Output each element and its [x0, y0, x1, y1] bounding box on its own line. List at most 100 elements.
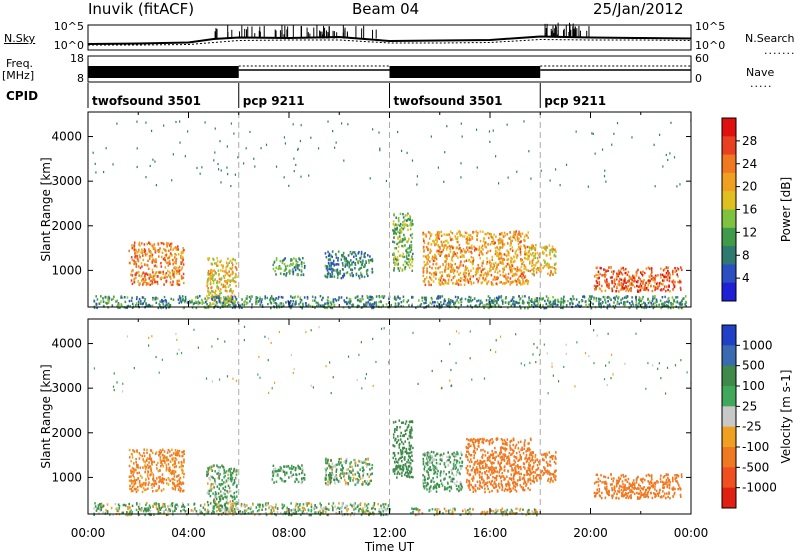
power-cell	[524, 265, 527, 269]
power-colorbar-cell	[722, 209, 736, 229]
velocity-cell	[210, 484, 212, 487]
power-cell	[393, 297, 396, 300]
power-cell	[663, 285, 666, 288]
power-cell	[95, 302, 98, 306]
power-cell	[622, 283, 624, 286]
power-cell	[498, 255, 500, 258]
power-cell	[161, 298, 163, 302]
nsearch-dots: .......	[764, 44, 796, 57]
velocity-cell	[467, 450, 470, 453]
power-cell	[222, 266, 224, 269]
velocity-cell	[363, 459, 366, 463]
velocity-cell	[171, 486, 174, 490]
power-cell	[181, 257, 184, 260]
velocity-cell	[408, 461, 410, 464]
velocity-cell	[169, 471, 172, 474]
power-cell	[525, 279, 528, 282]
power-cell	[356, 295, 359, 298]
power-cell	[447, 241, 449, 244]
power-cell	[481, 262, 484, 265]
power-speckle	[554, 168, 557, 171]
velocity-cell	[235, 469, 238, 472]
power-cell	[654, 281, 656, 284]
velocity-cell	[509, 464, 512, 467]
power-cell	[224, 298, 227, 301]
power-cell	[487, 236, 490, 240]
velocity-cell	[131, 466, 134, 470]
power-cell	[468, 300, 470, 304]
power-cell	[472, 259, 474, 263]
power-cell	[393, 256, 395, 260]
power-cell	[426, 247, 429, 250]
power-cell	[365, 302, 367, 305]
freq-left-tick: 18	[70, 52, 84, 65]
noise-right-tick: 10^5	[695, 20, 725, 33]
power-cell	[372, 297, 374, 300]
velocity-cell	[352, 476, 355, 480]
power-cell	[214, 304, 217, 308]
velocity-cell	[481, 440, 484, 444]
velocity-cell	[480, 460, 482, 463]
power-cell	[151, 268, 154, 271]
power-cell	[654, 278, 656, 281]
velocity-cell	[160, 481, 163, 484]
power-cell	[655, 304, 658, 307]
power-speckle	[112, 163, 114, 166]
power-cell	[234, 300, 236, 304]
velocity-cell	[337, 479, 340, 483]
power-cell	[138, 241, 141, 244]
power-cell	[213, 262, 216, 265]
velocity-cell	[325, 471, 327, 474]
power-cell	[397, 263, 399, 267]
velocity-cell	[171, 478, 174, 481]
power-cell	[395, 261, 397, 264]
power-cell	[165, 241, 168, 245]
power-cell	[102, 298, 105, 302]
power-cell	[437, 252, 440, 256]
power-cell	[662, 287, 665, 291]
power-cell	[130, 256, 133, 259]
velocity-cell	[300, 477, 303, 480]
power-cell	[272, 299, 275, 302]
power-cell	[447, 282, 450, 285]
power-cell	[448, 253, 450, 256]
velocity-cell	[362, 476, 364, 479]
power-cell	[372, 306, 375, 310]
velocity-cell	[133, 476, 135, 479]
velocity-cell	[224, 474, 226, 478]
power-speckle	[105, 147, 107, 150]
power-cell	[327, 258, 330, 261]
velocity-cell	[327, 473, 330, 477]
velocity-cell	[213, 464, 215, 467]
power-cell	[524, 306, 526, 310]
power-cell	[270, 295, 273, 298]
power-cell	[147, 267, 150, 271]
power-cell	[371, 259, 374, 263]
power-cell	[670, 301, 672, 305]
power-cell	[528, 303, 530, 306]
power-cell	[255, 296, 258, 299]
power-cell	[154, 280, 157, 284]
power-cell	[395, 305, 398, 308]
power-cell	[556, 298, 559, 301]
power-cell	[170, 277, 172, 280]
power-cell	[471, 237, 474, 240]
power-cell	[620, 301, 622, 305]
power-cell	[359, 267, 361, 270]
power-cell	[104, 301, 107, 304]
power-cell	[631, 279, 633, 282]
power-cell	[482, 304, 484, 307]
velocity-cell	[143, 448, 146, 451]
velocity-cell	[329, 472, 331, 475]
power-cell	[610, 298, 612, 302]
power-cell	[457, 230, 460, 234]
power-cell	[446, 274, 449, 278]
power-cell	[624, 303, 627, 306]
power-cell	[371, 270, 374, 274]
power-cell	[499, 257, 501, 260]
velocity-cell	[340, 457, 342, 461]
power-cell	[422, 255, 425, 258]
velocity-cell	[210, 483, 213, 486]
power-cell	[649, 279, 652, 283]
velocity-cell	[219, 504, 221, 507]
